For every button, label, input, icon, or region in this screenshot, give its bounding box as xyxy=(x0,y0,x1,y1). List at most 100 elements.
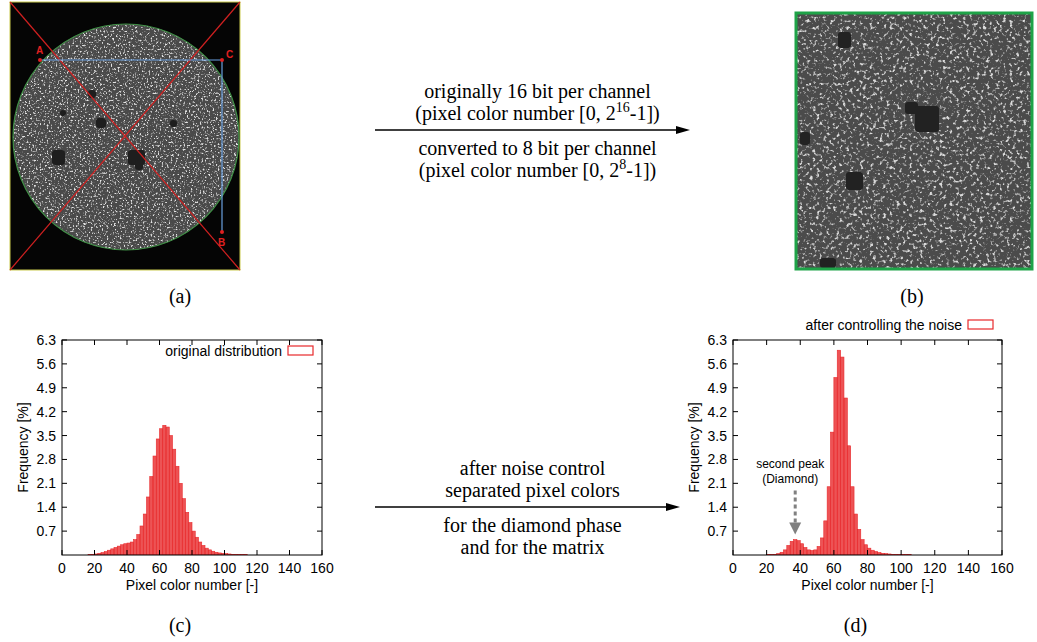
legend-swatch xyxy=(968,320,993,329)
x-axis-title: Pixel color number [-] xyxy=(801,577,933,593)
x-tick-label: 60 xyxy=(826,560,842,576)
y-tick-label: 3.5 xyxy=(37,428,57,444)
histogram-bar xyxy=(787,545,790,555)
y-tick xyxy=(997,483,1002,484)
bars xyxy=(88,425,247,555)
arrow-group: after noise controlseparated pixel color… xyxy=(375,457,680,558)
arrow-text: (pixel color number [0, 216-1]) xyxy=(415,100,659,125)
histogram-bar xyxy=(153,456,156,555)
diamond-grain xyxy=(170,120,177,127)
x-tick-label: 80 xyxy=(184,560,200,576)
annotation: second peak(Diamond) xyxy=(756,457,825,535)
x-tick xyxy=(800,340,801,345)
x-tick xyxy=(62,340,63,345)
y-tick xyxy=(733,435,738,436)
arrow-head xyxy=(676,126,690,134)
x-tick xyxy=(224,550,225,555)
y-tick-label: 5.6 xyxy=(37,356,57,372)
corner-point xyxy=(38,58,42,62)
panel-label: (a) xyxy=(169,285,191,308)
corner-point xyxy=(220,230,224,234)
legend-label: after controlling the noise xyxy=(806,317,963,333)
text-segment: 8 xyxy=(619,157,626,172)
x-tick xyxy=(257,550,258,555)
histogram-bar xyxy=(202,545,205,555)
y-tick xyxy=(733,507,738,508)
x-tick xyxy=(833,340,834,345)
histogram-bar xyxy=(156,439,159,555)
crop-frame xyxy=(796,13,1032,269)
crop-texture xyxy=(796,13,1032,269)
x-tick-label: 120 xyxy=(245,560,269,576)
y-tick xyxy=(997,363,1002,364)
arrow-line xyxy=(375,129,680,131)
x-tick-label: 40 xyxy=(119,560,135,576)
histogram-bar xyxy=(208,550,211,555)
histogram-bar xyxy=(844,398,847,555)
y-tick xyxy=(62,483,67,484)
x-tick-label: 160 xyxy=(310,560,334,576)
diamond-grain xyxy=(915,106,939,132)
histogram-bar xyxy=(111,549,114,555)
histogram-bar xyxy=(150,477,153,555)
histogram-panel: 0204060801001201401600.71.42.12.83.54.24… xyxy=(15,332,334,593)
histogram-bar xyxy=(114,547,117,555)
histogram-bar xyxy=(137,535,140,555)
corner-point xyxy=(220,58,224,62)
histogram-bar xyxy=(134,540,137,555)
x-tick xyxy=(867,550,868,555)
y-tick xyxy=(62,387,67,388)
histogram-bar xyxy=(182,499,185,555)
y-tick-label: 2.8 xyxy=(708,451,728,467)
text-segment: 16 xyxy=(616,100,630,115)
panel-label: (c) xyxy=(169,614,191,637)
x-tick xyxy=(733,340,734,345)
histogram-bar xyxy=(861,540,864,555)
x-tick xyxy=(934,550,935,555)
y-tick-label: 4.9 xyxy=(37,380,57,396)
x-tick xyxy=(733,550,734,555)
image-a: ACB xyxy=(10,2,240,270)
diagonal xyxy=(10,2,240,270)
y-tick xyxy=(62,435,67,436)
y-tick xyxy=(733,459,738,460)
histogram-bar xyxy=(807,550,810,555)
text-segment: separated pixel colors xyxy=(445,479,620,502)
y-tick xyxy=(62,363,67,364)
histogram-bar xyxy=(851,487,854,555)
x-tick-label: 120 xyxy=(923,560,947,576)
y-tick xyxy=(733,483,738,484)
y-tick xyxy=(317,363,322,364)
y-tick xyxy=(317,340,322,341)
y-tick xyxy=(997,435,1002,436)
y-tick xyxy=(733,340,738,341)
annotation-text: second peak xyxy=(756,457,825,471)
annotation-arrow xyxy=(794,491,797,524)
x-tick-label: 0 xyxy=(58,560,66,576)
histogram-bar xyxy=(169,436,172,555)
x-tick xyxy=(901,340,902,345)
x-tick xyxy=(934,340,935,345)
x-tick xyxy=(833,550,834,555)
histogram-bar xyxy=(212,551,215,555)
histogram-bar xyxy=(192,531,195,555)
histogram-bar xyxy=(117,546,120,555)
point-label: B xyxy=(218,237,225,248)
y-tick xyxy=(997,531,1002,532)
image-background xyxy=(10,2,240,270)
histogram-bar xyxy=(790,541,793,555)
y-axis-title: Frequency [%] xyxy=(15,402,31,492)
histogram-bar xyxy=(841,357,844,555)
y-tick xyxy=(62,459,67,460)
y-tick xyxy=(997,507,1002,508)
x-tick-label: 60 xyxy=(152,560,168,576)
histogram-bar xyxy=(195,537,198,555)
diamond-grain xyxy=(838,32,851,48)
x-tick xyxy=(766,340,767,345)
x-tick xyxy=(159,340,160,345)
y-tick xyxy=(997,340,1002,341)
y-tick xyxy=(317,411,322,412)
histogram-bar xyxy=(871,550,874,555)
bars xyxy=(767,350,912,555)
x-tick xyxy=(289,550,290,555)
